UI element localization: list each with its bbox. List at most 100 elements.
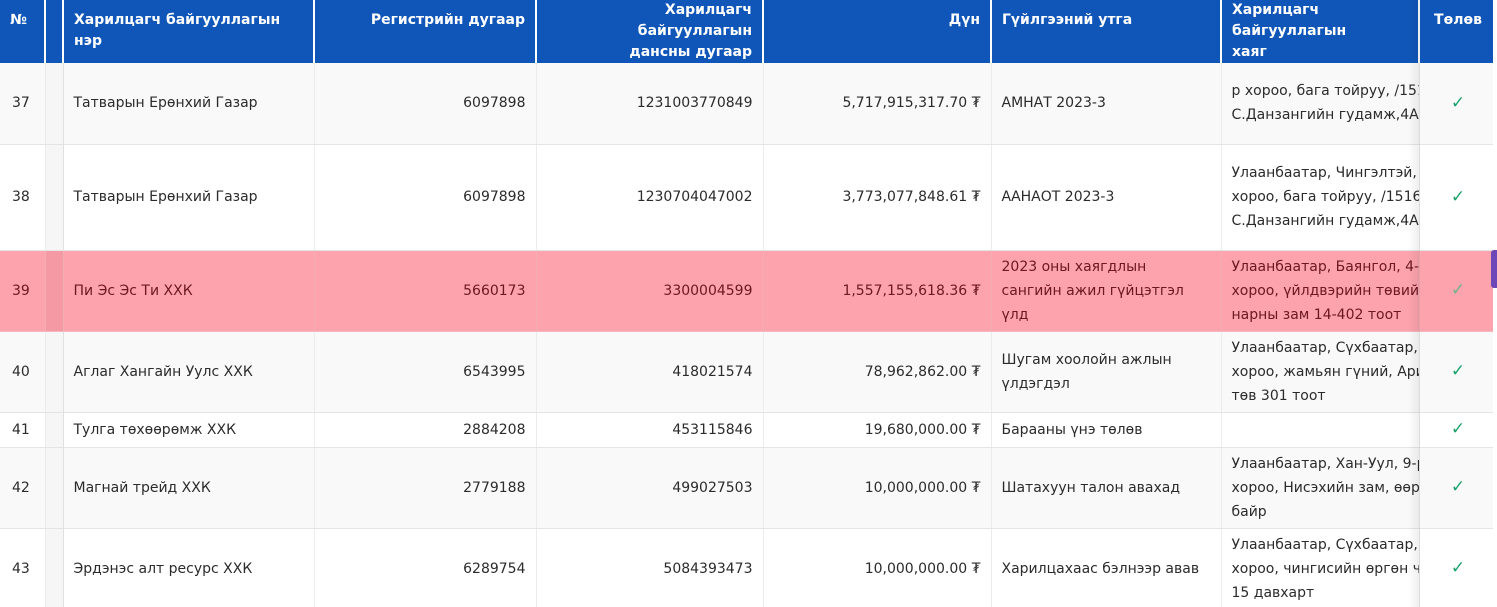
cell-reg-no: 5660173 [314,250,537,332]
cell-org-name: Тулга төхөөрөмж ХХК [63,412,315,448]
cell-org-name: Пи Эс Эс Ти ХХК [63,250,315,332]
header-account-line1: Харилцагч байгууллагын [637,2,752,39]
cell-address: Улаанбаатар, Сүхбаатар, 1-р хороо, жамья… [1221,331,1420,413]
cell-description: 2023 оны хаягдлын сангийн ажил гүйцэтгэл… [991,250,1222,332]
cell-paid: ✓ [1419,528,1497,607]
side-scroll-tab[interactable] [1491,250,1497,288]
cell-description: ААНАОТ 2023-3 [991,144,1222,251]
cell-no: 40 [0,331,46,413]
check-icon: ✓ [1450,280,1466,300]
cell-amount: 10,000,000.00 ₮ [763,528,992,607]
cell-no: 42 [0,447,46,529]
cell-paid: ✓ [1419,447,1497,529]
address-text: р хороо, бага тойруу, /15160/, С.Данзанг… [1231,83,1419,124]
cell-spacer [45,250,64,332]
cell-paid: ✓ [1419,331,1497,413]
cell-address: р хороо, бага тойруу, /15160/, С.Данзанг… [1221,63,1420,145]
cell-paid: ✓ [1419,250,1497,332]
header-address[interactable]: Харилцагч байгууллагын хаяг [1221,0,1420,63]
check-icon: ✓ [1450,92,1466,113]
cell-org-name: Татварын Ерөнхий Газар [63,63,315,145]
header-address-line2: хаяг [1232,44,1267,60]
header-description[interactable]: Гүйлгээний утга [991,0,1222,63]
cell-spacer [45,528,64,607]
check-icon: ✓ [1450,558,1466,578]
cell-org-name: Эрдэнэс алт ресурс ХХК [63,528,315,607]
cell-spacer [45,412,64,448]
cell-reg-no: 2884208 [314,412,537,448]
cell-address: Улаанбаатар, Сүхбаатар, 1-р хороо, чинги… [1221,528,1420,607]
table-row[interactable]: 42 Магнай трейд ХХК 2779188 499027503 10… [0,447,1497,529]
cell-amount: 3,773,077,848.61 ₮ [763,144,992,251]
cell-org-name: Татварын Ерөнхий Газар [63,144,315,251]
check-icon: ✓ [1450,186,1466,207]
table-header-row: № Харилцагч байгууллагын нэр Регистрийн … [0,0,1497,63]
check-icon: ✓ [1450,477,1466,497]
table-row[interactable]: 38 Татварын Ерөнхий Газар 6097898 123070… [0,144,1497,251]
check-icon: ✓ [1450,419,1466,439]
cell-description: АМНАТ 2023-3 [991,63,1222,145]
cell-paid: ✓ [1419,412,1497,448]
cell-account: 418021574 [536,331,764,413]
cell-amount: 5,717,915,317.70 ₮ [763,63,992,145]
address-text: Улаанбаатар, Баянгол, 4-р хороо, үйлдвэр… [1231,258,1419,323]
table-row[interactable]: 40 Аглаг Хангайн Уулс ХХК 6543995 418021… [0,331,1497,413]
right-edge-strip [1493,0,1497,607]
cell-account: 1231003770849 [536,63,764,145]
cell-no: 37 [0,63,46,145]
cell-reg-no: 2779188 [314,447,537,529]
cell-paid: ✓ [1419,63,1497,145]
cell-reg-no: 6543995 [314,331,537,413]
header-reg-no[interactable]: Регистрийн дугаар [314,0,537,63]
cell-amount: 1,557,155,618.36 ₮ [763,250,992,332]
address-text: Улаанбаатар, Сүхбаатар, 1-р хороо, жамья… [1231,339,1419,404]
cell-amount: 19,680,000.00 ₮ [763,412,992,448]
cell-description: Шатахуун талон авахад [991,447,1222,529]
cell-account: 3300004599 [536,250,764,332]
cell-spacer [45,447,64,529]
header-account[interactable]: Харилцагч байгууллагын дансны дугаар [536,0,764,63]
cell-description: Барааны үнэ төлөв [991,412,1222,448]
cell-no: 39 [0,250,46,332]
address-text: Улаанбаатар, Хан-Уул, 9-р хороо, Нисэхий… [1231,455,1419,520]
cell-account: 5084393473 [536,528,764,607]
header-no[interactable]: № [0,0,46,63]
cell-amount: 10,000,000.00 ₮ [763,447,992,529]
table-row[interactable]: 43 Эрдэнэс алт ресурс ХХК 6289754 508439… [0,528,1497,607]
cell-description: Харилцахаас бэлнээр авав [991,528,1222,607]
cell-spacer [45,331,64,413]
check-icon: ✓ [1450,361,1466,381]
table-row[interactable]: 37 Татварын Ерөнхий Газар 6097898 123100… [0,63,1497,145]
cell-address [1221,412,1420,448]
address-text: Улаанбаатар, Сүхбаатар, 1-р хороо, чинги… [1231,536,1419,601]
cell-org-name: Аглаг Хангайн Уулс ХХК [63,331,315,413]
cell-spacer [45,144,64,251]
cell-amount: 78,962,862.00 ₮ [763,331,992,413]
header-spacer [45,0,64,63]
cell-description: Шугам хоолойн ажлын үлдэгдэл [991,331,1222,413]
cell-no: 43 [0,528,46,607]
cell-account: 1230704047002 [536,144,764,251]
cell-no: 41 [0,412,46,448]
cell-reg-no: 6097898 [314,144,537,251]
cell-account: 499027503 [536,447,764,529]
cell-reg-no: 6289754 [314,528,537,607]
header-paid[interactable]: Төлөв [1419,0,1497,63]
table-row-highlighted[interactable]: 39 Пи Эс Эс Ти ХХК 5660173 3300004599 1,… [0,250,1497,332]
cell-account: 453115846 [536,412,764,448]
cell-address: Улаанбаатар, Баянгол, 4-р хороо, үйлдвэр… [1221,250,1420,332]
cell-no: 38 [0,144,46,251]
header-amount[interactable]: Дүн [763,0,992,63]
header-org-name[interactable]: Харилцагч байгууллагын нэр [63,0,315,63]
header-address-line1: Харилцагч байгууллагын [1232,2,1347,39]
header-account-line2: дансны дугаар [629,44,752,60]
cell-org-name: Магнай трейд ХХК [63,447,315,529]
table-row[interactable]: 41 Тулга төхөөрөмж ХХК 2884208 453115846… [0,412,1497,448]
cell-paid: ✓ [1419,144,1497,251]
cell-address: Улаанбаатар, Хан-Уул, 9-р хороо, Нисэхий… [1221,447,1420,529]
cell-address: Улаанбаатар, Чингэлтэй, 4-р хороо, бага … [1221,144,1420,251]
cell-spacer [45,63,64,145]
address-text: Улаанбаатар, Чингэлтэй, 4-р хороо, бага … [1231,165,1419,229]
